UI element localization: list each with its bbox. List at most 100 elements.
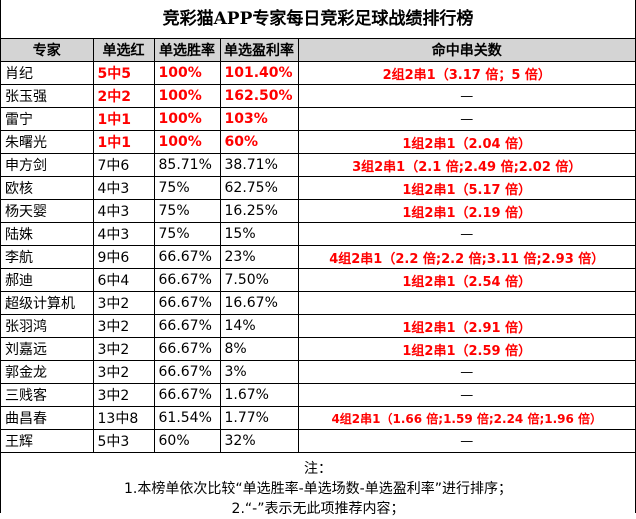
record-cell: 7中6 xyxy=(92,153,155,177)
combo-cell xyxy=(297,291,635,315)
combo-cell: 3组2串1（2.1 倍;2.49 倍;2.02 倍） xyxy=(297,153,635,177)
combo-cell: — xyxy=(297,360,635,384)
combo-cell: 4组2串1（1.66 倍;1.59 倍;2.24 倍;1.96 倍） xyxy=(297,406,635,430)
combo-cell: — xyxy=(297,84,635,108)
notes-heading: 注： xyxy=(304,461,332,477)
table-row: 刘嘉远 3中2 66.67% 8% 1组2串1（2.59 倍） xyxy=(1,337,635,361)
combo-cell: — xyxy=(297,383,635,407)
win-rate-cell: 75% xyxy=(153,199,221,223)
profit-rate-cell: 1.77% xyxy=(219,406,299,430)
record-cell: 6中4 xyxy=(92,268,155,292)
col-header-expert: 专家 xyxy=(1,39,94,62)
record-cell: 3中2 xyxy=(92,291,155,315)
record-cell: 2中2 xyxy=(92,84,155,108)
combo-cell: 2组2串1（3.17 倍；5 倍） xyxy=(297,61,635,85)
win-rate-cell: 100% xyxy=(153,107,221,131)
page-title: 竞彩猫APP专家每日竞彩足球战绩排行榜 xyxy=(1,0,635,39)
record-cell: 9中6 xyxy=(92,245,155,269)
table-row: 郭金龙 3中2 66.67% 3% — xyxy=(1,360,635,384)
record-cell: 1中1 xyxy=(92,130,155,154)
expert-name: 申方剑 xyxy=(1,153,94,177)
record-cell: 1中1 xyxy=(92,107,155,131)
expert-name: 朱曙光 xyxy=(1,130,94,154)
expert-name: 王辉 xyxy=(1,429,94,453)
profit-rate-cell: 60% xyxy=(219,130,299,154)
ranking-table: 专家 单选红 单选胜率 单选盈利率 命中串关数 肖纪 5中5 100% 101.… xyxy=(1,39,635,453)
table-row: 超级计算机 3中2 66.67% 16.67% xyxy=(1,291,635,315)
combo-cell: 1组2串1（5.17 倍） xyxy=(297,176,635,200)
table-row: 欧核 4中3 75% 62.75% 1组2串1（5.17 倍） xyxy=(1,176,635,200)
win-rate-cell: 100% xyxy=(153,61,221,85)
table-row: 朱曙光 1中1 100% 60% 1组2串1（2.04 倍） xyxy=(1,130,635,154)
table-row: 杨天婴 4中3 75% 16.25% 1组2串1（2.19 倍） xyxy=(1,199,635,223)
table-row: 雷宁 1中1 100% 103% — xyxy=(1,107,635,131)
table-row: 申方剑 7中6 85.71% 38.71% 3组2串1（2.1 倍;2.49 倍… xyxy=(1,153,635,177)
win-rate-cell: 75% xyxy=(153,176,221,200)
win-rate-cell: 66.67% xyxy=(153,245,221,269)
record-cell: 3中2 xyxy=(92,360,155,384)
table-row: 三贱客 3中2 66.67% 1.67% — xyxy=(1,383,635,407)
win-rate-cell: 85.71% xyxy=(153,153,221,177)
combo-cell: — xyxy=(297,222,635,246)
win-rate-cell: 61.54% xyxy=(153,406,221,430)
table-row: 曲昌春 13中8 61.54% 1.77% 4组2串1（1.66 倍;1.59 … xyxy=(1,406,635,430)
table-row: 张羽鸿 3中2 66.67% 14% 1组2串1（2.91 倍） xyxy=(1,314,635,338)
record-cell: 5中3 xyxy=(92,429,155,453)
note-line-1: 1.本榜单依次比较“单选胜率-单选场数-单选盈利率”进行排序； xyxy=(124,481,512,497)
profit-rate-cell: 62.75% xyxy=(219,176,299,200)
table-row: 郝迪 6中4 66.67% 7.50% 1组2串1（2.54 倍） xyxy=(1,268,635,292)
record-cell: 4中3 xyxy=(92,199,155,223)
expert-name: 刘嘉远 xyxy=(1,337,94,361)
col-header-combo: 命中串关数 xyxy=(297,39,635,62)
footnotes: 注： 1.本榜单依次比较“单选胜率-单选场数-单选盈利率”进行排序； 2.“-”… xyxy=(1,453,635,519)
profit-rate-cell: 162.50% xyxy=(219,84,299,108)
win-rate-cell: 66.67% xyxy=(153,268,221,292)
combo-cell: 1组2串1（2.19 倍） xyxy=(297,199,635,223)
profit-rate-cell: 8% xyxy=(219,337,299,361)
record-cell: 13中8 xyxy=(92,406,155,430)
combo-cell: — xyxy=(297,429,635,453)
expert-name: 郭金龙 xyxy=(1,360,94,384)
table-row: 李航 9中6 66.67% 23% 4组2串1（2.2 倍;2.2 倍;3.11… xyxy=(1,245,635,269)
expert-name: 欧核 xyxy=(1,176,94,200)
win-rate-cell: 66.67% xyxy=(153,291,221,315)
profit-rate-cell: 15% xyxy=(219,222,299,246)
combo-cell: 4组2串1（2.2 倍;2.2 倍;3.11 倍;2.93 倍） xyxy=(297,245,635,269)
expert-name: 杨天婴 xyxy=(1,199,94,223)
combo-cell: — xyxy=(297,107,635,131)
win-rate-cell: 100% xyxy=(153,130,221,154)
table-header-row: 专家 单选红 单选胜率 单选盈利率 命中串关数 xyxy=(1,39,635,62)
win-rate-cell: 66.67% xyxy=(153,314,221,338)
expert-name: 李航 xyxy=(1,245,94,269)
combo-cell: 1组2串1（2.91 倍） xyxy=(297,314,635,338)
profit-rate-cell: 16.67% xyxy=(219,291,299,315)
profit-rate-cell: 101.40% xyxy=(219,61,299,85)
expert-name: 张羽鸿 xyxy=(1,314,94,338)
expert-name: 曲昌春 xyxy=(1,406,94,430)
win-rate-cell: 66.67% xyxy=(153,337,221,361)
win-rate-cell: 66.67% xyxy=(153,360,221,384)
profit-rate-cell: 38.71% xyxy=(219,153,299,177)
record-cell: 3中2 xyxy=(92,383,155,407)
profit-rate-cell: 3% xyxy=(219,360,299,384)
table-row: 陆姝 4中3 75% 15% — xyxy=(1,222,635,246)
combo-cell: 1组2串1（2.04 倍） xyxy=(297,130,635,154)
col-header-record: 单选红 xyxy=(92,39,155,62)
profit-rate-cell: 1.67% xyxy=(219,383,299,407)
win-rate-cell: 60% xyxy=(153,429,221,453)
win-rate-cell: 66.67% xyxy=(153,383,221,407)
expert-name: 陆姝 xyxy=(1,222,94,246)
win-rate-cell: 75% xyxy=(153,222,221,246)
record-cell: 4中3 xyxy=(92,222,155,246)
expert-name: 三贱客 xyxy=(1,383,94,407)
expert-name: 肖纪 xyxy=(1,61,94,85)
record-cell: 3中2 xyxy=(92,314,155,338)
profit-rate-cell: 16.25% xyxy=(219,199,299,223)
profit-rate-cell: 32% xyxy=(219,429,299,453)
expert-name: 超级计算机 xyxy=(1,291,94,315)
expert-name: 张玉强 xyxy=(1,84,94,108)
table-row: 王辉 5中3 60% 32% — xyxy=(1,429,635,453)
combo-cell: 1组2串1（2.54 倍） xyxy=(297,268,635,292)
record-cell: 4中3 xyxy=(92,176,155,200)
